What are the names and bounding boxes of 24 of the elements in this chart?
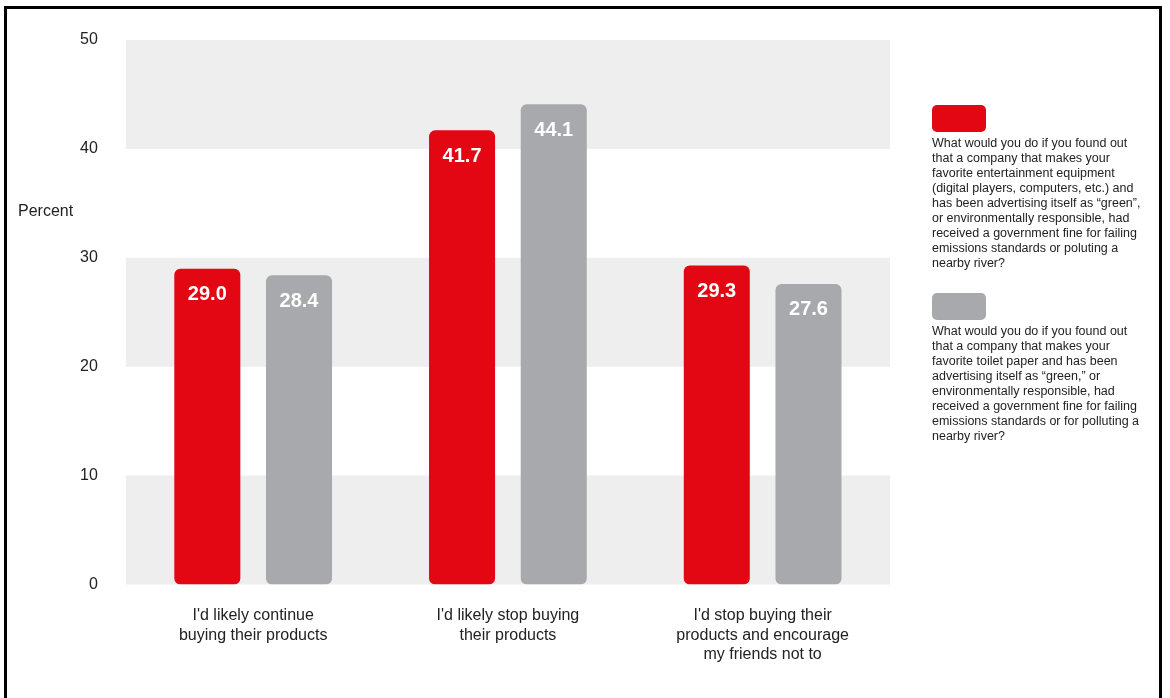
bar [520,104,587,585]
data-label: 28.4 [279,288,320,311]
bar [683,265,750,585]
legend-label: What would you do if you found out that a company that makes your favorite toilet paper and has been advertising itself as “green,” or environmentally responsible, had received a government fine for failing emissions standards or for polluting a nearby river? [932,324,1141,444]
x-tick-label: I'd likely continue buying their products [178,606,328,643]
data-label: 27.6 [789,297,828,320]
y-tick-label: 0 [88,574,98,592]
data-label: 29.3 [697,278,737,301]
data-label: 44.1 [534,117,574,140]
y-tick-label: 30 [80,248,98,266]
y-axis-title: Percent [18,202,74,220]
bar [266,275,333,585]
y-tick-label: 40 [80,139,98,157]
x-tick-label: I'd likely stop buying their products [436,606,580,643]
data-label: 29.0 [187,282,227,305]
bar [174,268,241,585]
x-tick-label: I'd stop buying their products and encourage my friends not to [676,606,850,662]
bar [429,130,496,585]
y-tick-label: 10 [80,465,98,483]
y-tick-label: 50 [80,30,98,48]
y-tick-label: 20 [80,357,98,375]
data-label: 41.7 [442,143,482,166]
bar [775,283,842,585]
text: What would you do if you found out that a company that makes your favorite entertainment equipment (digital players, computers, etc.) and has been advertising itself as “green”, or environmentally responsible, had received a government fine for failing emissions standards or poluting a nearby river? [932,136,1141,270]
